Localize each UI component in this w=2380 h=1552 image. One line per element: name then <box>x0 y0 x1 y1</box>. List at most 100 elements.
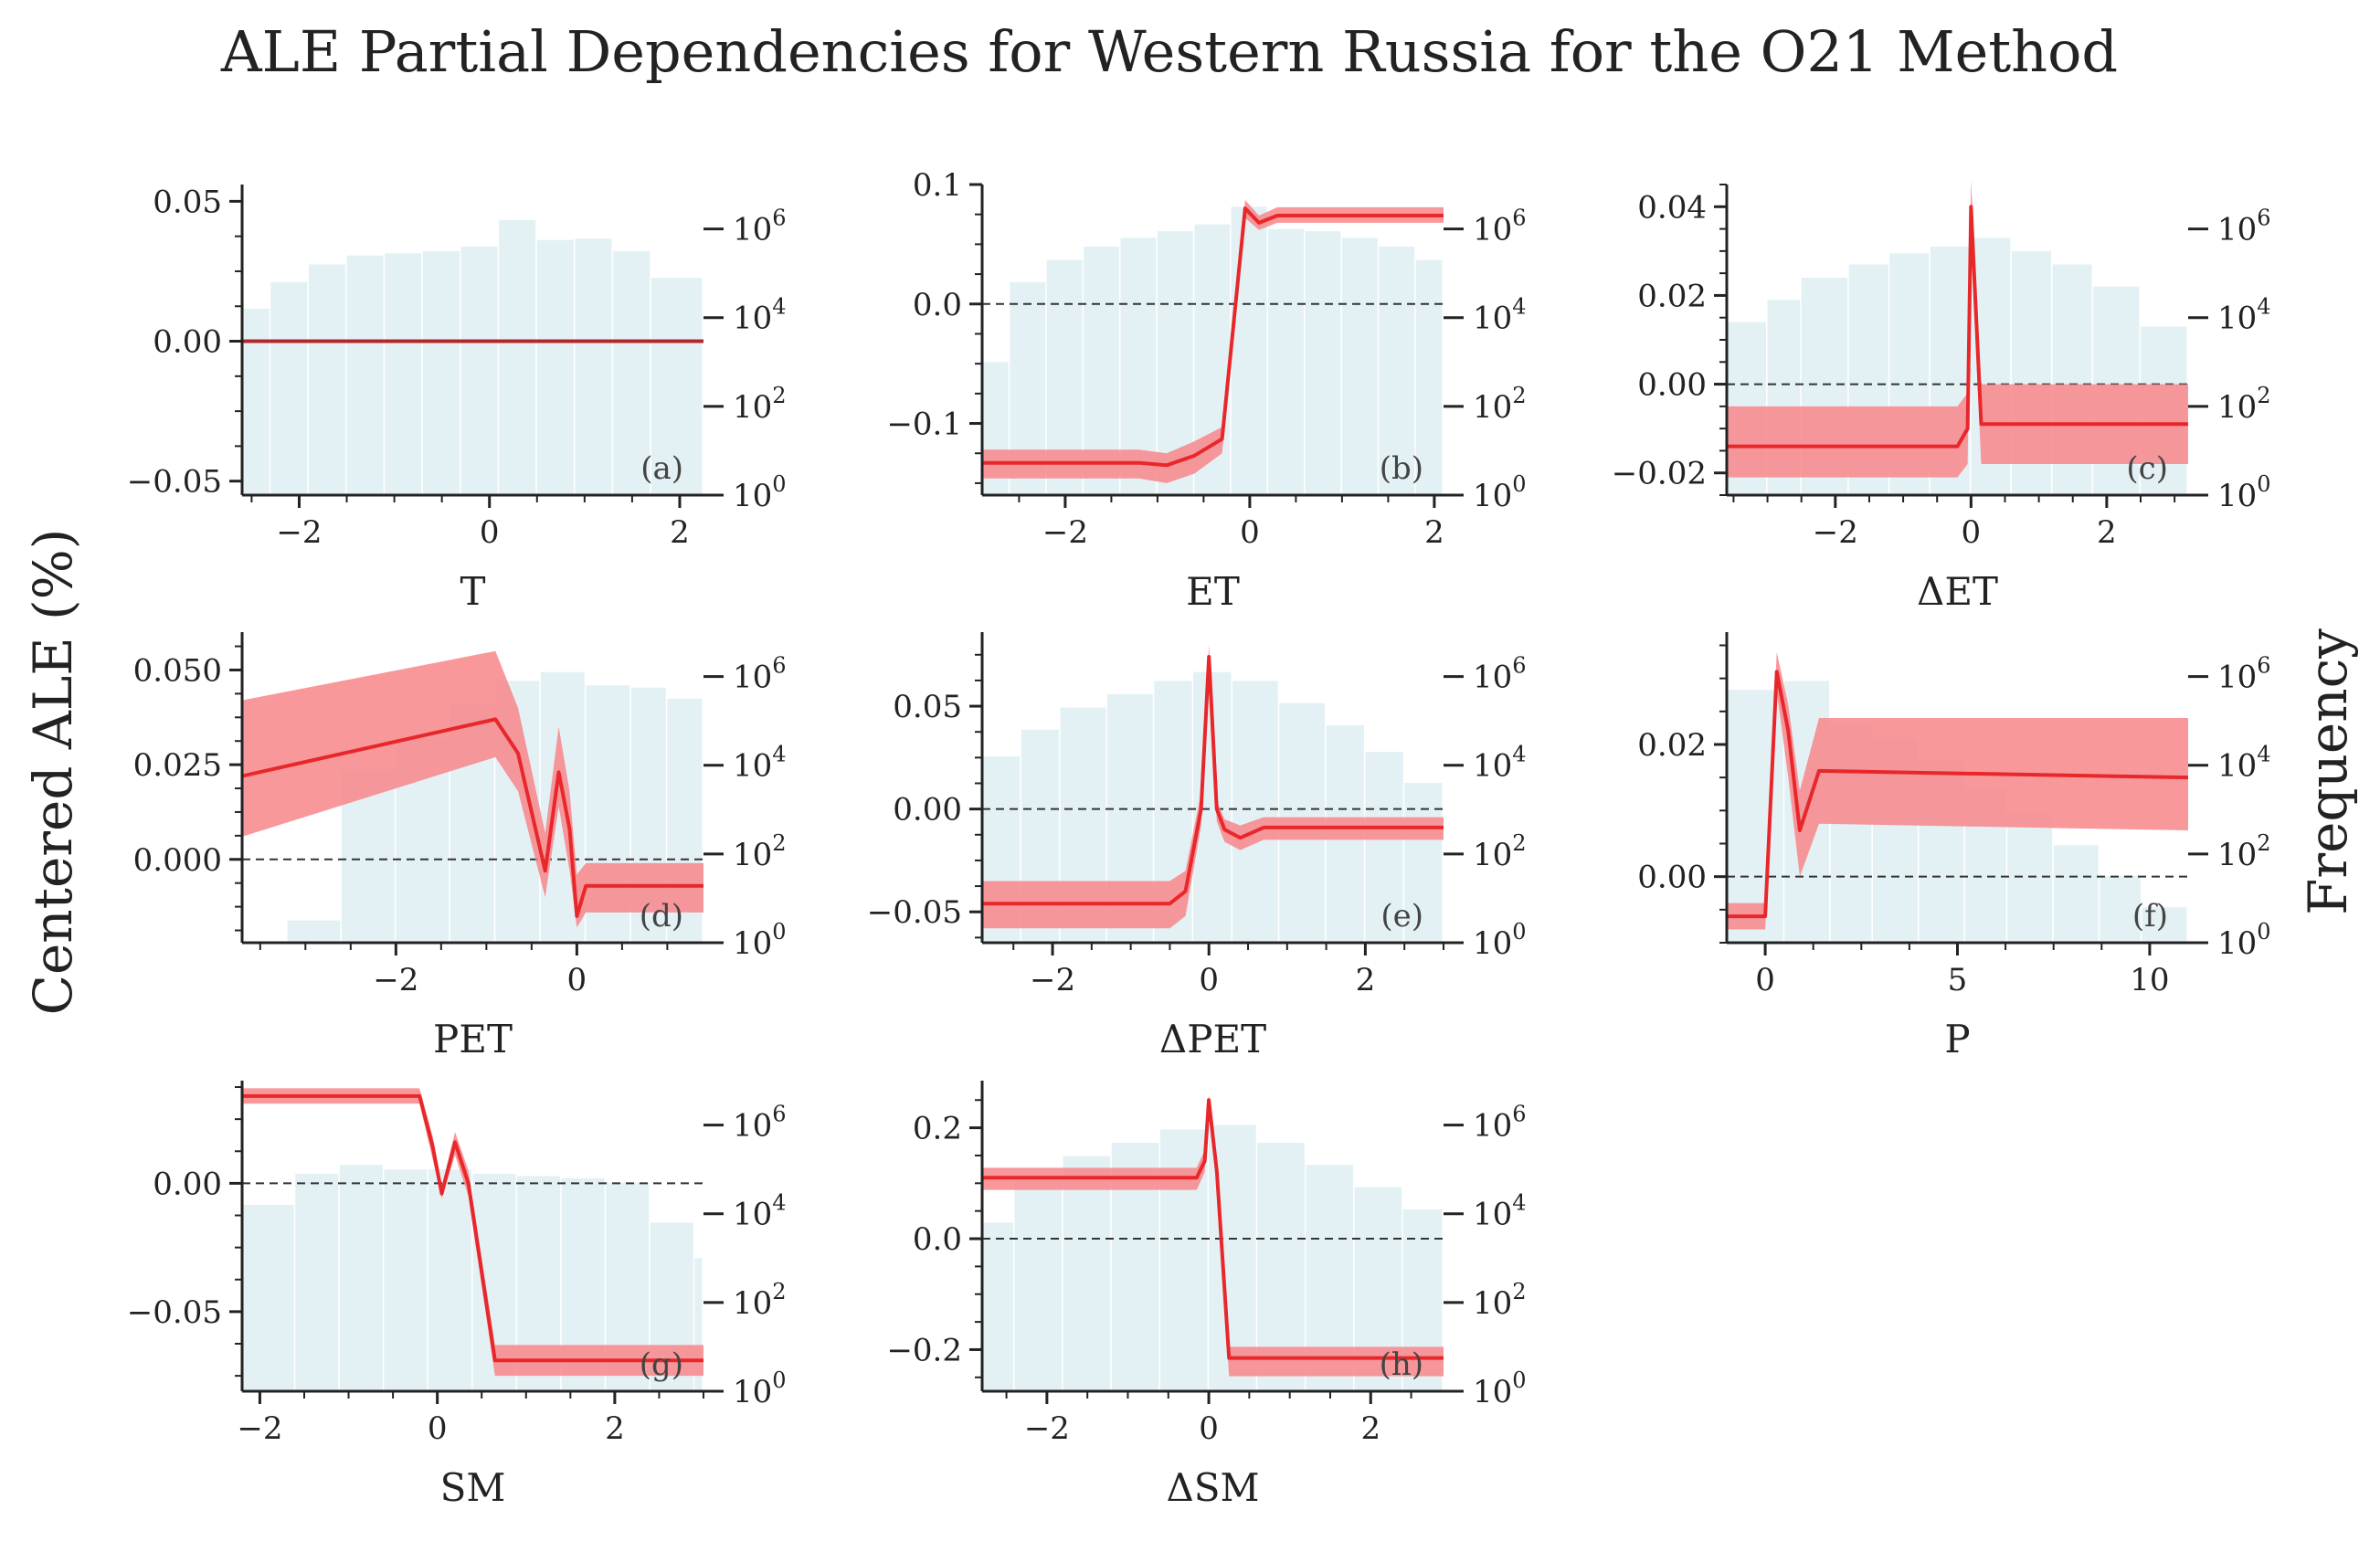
x-tick-label: 10 <box>2130 962 2169 998</box>
y-tick-label: 0.0 <box>913 287 962 323</box>
y-tick-label: 0.00 <box>1637 860 1707 896</box>
panel-h-xlabel: ΔSM <box>1166 1465 1259 1510</box>
panel-a: −2 0 2 −0.05 0.00 0.05 100 102 104 106 (a) T <box>127 184 787 614</box>
histogram-bar <box>1305 231 1341 495</box>
x-tick-label: 0 <box>567 962 587 998</box>
histogram-bar <box>1365 752 1403 943</box>
x-tick-label: 0 <box>1962 514 1982 551</box>
y2-tick-label: 104 <box>1473 294 1527 337</box>
histogram-bar <box>613 250 651 495</box>
y-tick-label: 0.2 <box>913 1111 962 1147</box>
y2-tick-exponent: 0 <box>2257 471 2270 497</box>
y-tick-label: 0.00 <box>153 324 222 361</box>
histogram-bar <box>339 1165 383 1391</box>
panel-b: −2 0 2 −0.1 0.0 0.1 100 102 104 106 (b) ET <box>886 167 1526 614</box>
x-tick-label: 2 <box>2097 514 2117 551</box>
x-tick-label: −2 <box>276 514 322 551</box>
histogram-bar <box>385 253 422 495</box>
panel-e-tag: (e) <box>1380 898 1423 934</box>
x-tick-label: 5 <box>1948 962 1968 998</box>
x-tick-label: 0 <box>428 1410 448 1447</box>
panel-c: −2 0 2 −0.02 0.00 0.02 0.04 100 102 104 106 (c) ΔET <box>1612 180 2271 614</box>
y2-tick-exponent: 6 <box>2257 653 2270 679</box>
x-tick-label: 0 <box>1199 1410 1219 1447</box>
panel-e-confidence-band <box>982 644 1444 929</box>
y2-tick-exponent: 4 <box>1512 742 1526 767</box>
y2-tick-label: 104 <box>1473 742 1527 785</box>
y2-tick-label: 100 <box>2217 471 2271 514</box>
y2-tick-exponent: 0 <box>1512 1367 1526 1393</box>
y2-tick-label: 102 <box>1473 1279 1527 1322</box>
y2-tick-exponent: 2 <box>2257 383 2270 408</box>
y2-tick-label: 106 <box>1473 653 1527 696</box>
y2-tick-label: 104 <box>733 294 787 337</box>
panel-f: 0 5 10 0.00 0.02 100 102 104 106 (f) P <box>1637 632 2271 1061</box>
panel-g-ale-line <box>242 1093 703 1363</box>
y-tick-label: 0.05 <box>893 689 962 725</box>
histogram-bar <box>460 247 498 495</box>
histogram-bar <box>1379 247 1415 495</box>
y2-tick-exponent: 0 <box>772 1367 786 1393</box>
histogram-bar <box>1063 1156 1111 1391</box>
y-tick-label: 0.00 <box>893 792 962 829</box>
figure-ylabel: Centered ALE (%) <box>22 529 84 1016</box>
histogram-bar <box>295 1174 339 1391</box>
panel-d-tag: (d) <box>640 898 683 934</box>
histogram-bar <box>1415 259 1443 495</box>
y-tick-label: −0.05 <box>127 1294 222 1331</box>
panel-f-confidence-band <box>1727 651 2188 930</box>
panel-e: −2 0 2 −0.05 0.00 0.05 100 102 104 106 (e) ΔPET <box>867 632 1527 1061</box>
panel-c-ale-line <box>1727 205 2188 449</box>
panel-b-tag: (b) <box>1380 450 1423 487</box>
histogram-bar <box>384 1169 428 1391</box>
y2-tick-exponent: 6 <box>772 1102 786 1127</box>
panel-g-tag: (g) <box>640 1346 683 1383</box>
y2-tick-label: 106 <box>1473 1102 1527 1145</box>
y2-tick-exponent: 2 <box>1512 383 1526 408</box>
panel-e-xlabel: ΔPET <box>1159 1017 1266 1061</box>
y2-tick-label: 100 <box>733 1367 787 1410</box>
histogram-bar <box>1268 228 1304 496</box>
histogram-bar <box>422 250 460 495</box>
y-tick-label: 0.02 <box>1637 727 1707 764</box>
x-tick-label: 2 <box>605 1410 625 1447</box>
y2-tick-label: 104 <box>2217 742 2271 785</box>
y2-tick-exponent: 4 <box>772 742 786 767</box>
x-tick-label: −2 <box>1030 962 1075 998</box>
histogram-bar <box>2142 907 2187 943</box>
y2-tick-exponent: 4 <box>1512 294 1526 320</box>
panel-c-xlabel: ΔET <box>1917 569 1998 614</box>
histogram-bar <box>308 264 346 495</box>
histogram-bar <box>428 1169 471 1391</box>
panel-c-confidence-band <box>1727 180 2188 478</box>
y2-tick-label: 100 <box>2217 919 2271 962</box>
histogram-bar <box>694 1258 703 1391</box>
x-tick-label: −2 <box>373 962 418 998</box>
histogram-bar <box>1231 206 1267 496</box>
y2-tick-exponent: 4 <box>1512 1190 1526 1216</box>
y-tick-label: 0.00 <box>1637 367 1707 404</box>
histogram-bar <box>2100 876 2141 943</box>
x-tick-label: 2 <box>670 514 690 551</box>
y2-tick-label: 106 <box>1473 206 1527 248</box>
panel-e-ale-line <box>982 655 1444 906</box>
y2-tick-exponent: 4 <box>772 294 786 320</box>
y2-tick-label: 102 <box>733 1279 787 1322</box>
y-tick-label: −0.05 <box>867 894 962 931</box>
figure-title: ALE Partial Dependencies for Western Rus… <box>220 18 2118 85</box>
y-tick-label: −0.1 <box>886 406 962 443</box>
histogram-bar <box>287 920 341 943</box>
y2-tick-label: 100 <box>733 471 787 514</box>
histogram-bar <box>982 1222 1013 1391</box>
x-tick-label: 2 <box>1356 962 1376 998</box>
y2-tick-label: 100 <box>733 919 787 962</box>
histogram-bar <box>499 219 536 495</box>
panel-h-tag: (h) <box>1380 1346 1423 1383</box>
panel-h: −2 0 2 −0.2 0.0 0.2 100 102 104 106 (h) ΔSM <box>886 1081 1527 1510</box>
y2-tick-exponent: 4 <box>2257 742 2270 767</box>
panel-c-tag: (c) <box>2126 450 2168 487</box>
y2-tick-exponent: 4 <box>772 1190 786 1216</box>
y-tick-label: 0.050 <box>133 652 222 689</box>
